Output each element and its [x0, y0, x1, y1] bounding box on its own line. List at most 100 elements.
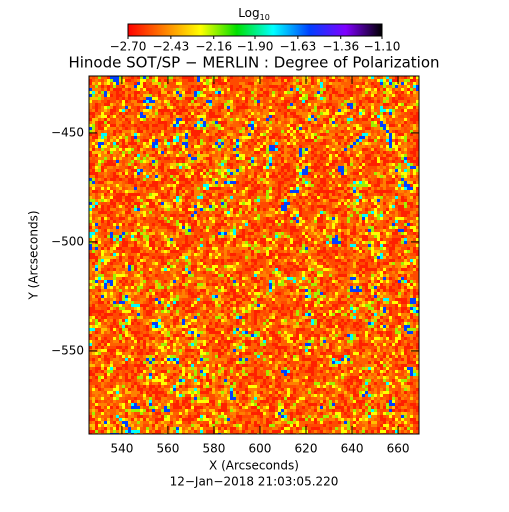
- map-pixel: [170, 196, 173, 199]
- map-pixel: [110, 187, 113, 190]
- map-pixel: [398, 94, 401, 97]
- map-pixel: [398, 157, 401, 160]
- map-pixel: [104, 160, 107, 163]
- map-pixel: [158, 184, 161, 187]
- map-pixel: [311, 196, 314, 199]
- map-pixel: [332, 127, 335, 130]
- map-pixel: [242, 202, 245, 205]
- map-pixel: [266, 148, 269, 151]
- map-pixel: [311, 79, 314, 82]
- map-pixel: [350, 181, 353, 184]
- map-pixel: [101, 169, 104, 172]
- map-pixel: [356, 157, 359, 160]
- map-pixel: [200, 133, 203, 136]
- map-pixel: [197, 169, 200, 172]
- map-pixel: [404, 97, 407, 100]
- map-pixel: [377, 97, 380, 100]
- map-pixel: [332, 88, 335, 91]
- map-pixel: [197, 145, 200, 148]
- map-pixel: [182, 94, 185, 97]
- map-pixel: [101, 199, 104, 202]
- map-pixel: [209, 85, 212, 88]
- map-pixel: [275, 172, 278, 175]
- map-pixel: [215, 208, 218, 211]
- map-pixel: [152, 85, 155, 88]
- map-pixel: [206, 190, 209, 193]
- map-pixel: [365, 121, 368, 124]
- map-pixel: [320, 118, 323, 121]
- map-pixel: [308, 169, 311, 172]
- map-pixel: [344, 106, 347, 109]
- map-pixel: [182, 79, 185, 82]
- map-pixel: [119, 190, 122, 193]
- map-pixel: [347, 142, 350, 145]
- map-pixel: [407, 133, 410, 136]
- map-pixel: [299, 115, 302, 118]
- map-pixel: [203, 145, 206, 148]
- map-pixel: [281, 88, 284, 91]
- map-pixel: [287, 202, 290, 205]
- map-pixel: [209, 190, 212, 193]
- map-pixel: [290, 172, 293, 175]
- map-pixel: [230, 79, 233, 82]
- map-pixel: [368, 208, 371, 211]
- map-pixel: [386, 208, 389, 211]
- map-pixel: [299, 136, 302, 139]
- map-pixel: [242, 94, 245, 97]
- map-pixel: [329, 148, 332, 151]
- map-pixel: [287, 166, 290, 169]
- map-pixel: [257, 148, 260, 151]
- map-pixel: [113, 127, 116, 130]
- map-pixel: [332, 190, 335, 193]
- map-pixel: [281, 208, 284, 211]
- map-pixel: [347, 175, 350, 178]
- map-pixel: [122, 154, 125, 157]
- map-pixel: [260, 160, 263, 163]
- map-pixel: [266, 106, 269, 109]
- map-pixel: [149, 202, 152, 205]
- map-pixel: [197, 94, 200, 97]
- map-pixel: [122, 172, 125, 175]
- map-pixel: [194, 208, 197, 211]
- map-pixel: [245, 130, 248, 133]
- map-pixel: [143, 109, 146, 112]
- map-pixel: [197, 139, 200, 142]
- map-pixel: [173, 115, 176, 118]
- map-pixel: [119, 166, 122, 169]
- map-pixel: [212, 100, 215, 103]
- map-pixel: [170, 118, 173, 121]
- map-pixel: [233, 76, 236, 79]
- map-pixel: [281, 163, 284, 166]
- map-pixel: [332, 208, 335, 211]
- map-pixel: [140, 196, 143, 199]
- map-pixel: [299, 124, 302, 127]
- map-pixel: [359, 178, 362, 181]
- map-pixel: [389, 148, 392, 151]
- map-pixel: [149, 154, 152, 157]
- map-pixel: [101, 115, 104, 118]
- map-pixel: [290, 196, 293, 199]
- map-pixel: [143, 112, 146, 115]
- map-pixel: [149, 172, 152, 175]
- map-pixel: [356, 193, 359, 196]
- map-pixel: [110, 100, 113, 103]
- map-pixel: [389, 208, 392, 211]
- map-pixel: [98, 151, 101, 154]
- map-pixel: [350, 121, 353, 124]
- map-pixel: [122, 151, 125, 154]
- map-pixel: [146, 130, 149, 133]
- map-pixel: [134, 157, 137, 160]
- map-pixel: [98, 139, 101, 142]
- map-pixel: [116, 118, 119, 121]
- map-pixel: [365, 103, 368, 106]
- map-pixel: [407, 124, 410, 127]
- map-pixel: [230, 193, 233, 196]
- map-pixel: [332, 160, 335, 163]
- map-pixel: [98, 76, 101, 79]
- map-pixel: [242, 106, 245, 109]
- map-pixel: [116, 202, 119, 205]
- map-pixel: [164, 109, 167, 112]
- map-pixel: [305, 109, 308, 112]
- map-pixel: [158, 103, 161, 106]
- map-pixel: [389, 202, 392, 205]
